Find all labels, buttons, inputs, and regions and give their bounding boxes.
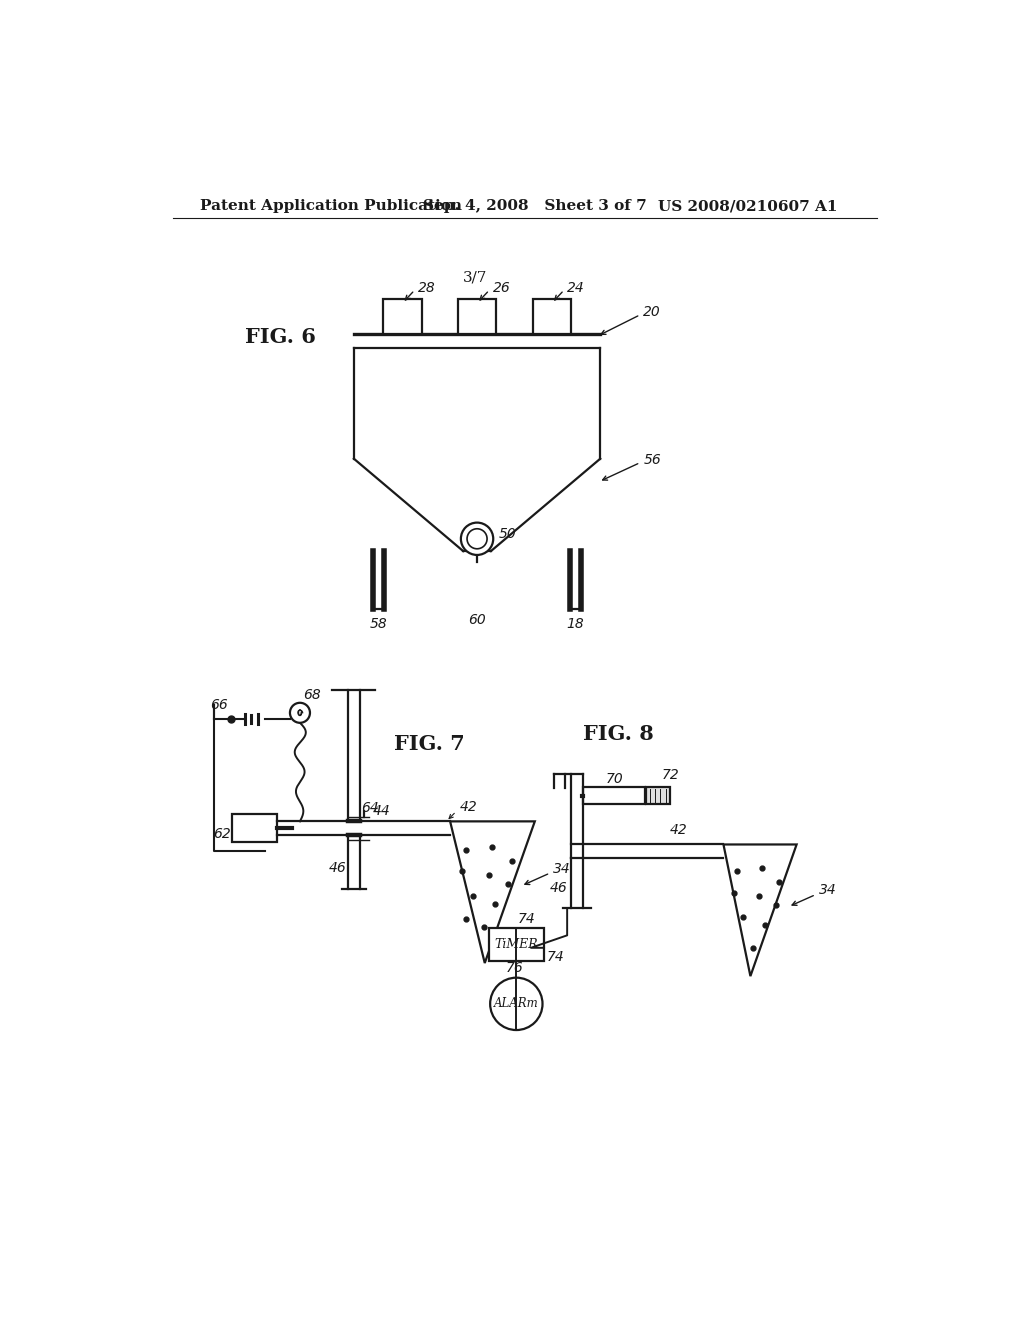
Polygon shape [724,845,797,977]
Circle shape [490,978,543,1030]
Text: 46: 46 [550,880,568,895]
Text: FIG. 6: FIG. 6 [245,327,315,347]
Bar [646,788,670,804]
Circle shape [461,523,494,554]
Text: ALARm: ALARm [494,998,539,1010]
Text: TiMER: TiMER [495,939,539,952]
Text: 28: 28 [418,281,435,294]
Text: 42: 42 [670,822,687,837]
Text: 76: 76 [506,961,523,975]
Text: 56: 56 [643,453,662,467]
Bar [584,788,645,804]
Polygon shape [451,821,535,964]
Text: Sep. 4, 2008   Sheet 3 of 7: Sep. 4, 2008 Sheet 3 of 7 [423,199,647,213]
Text: FIG. 7: FIG. 7 [394,734,465,754]
Bar [232,814,276,842]
Text: 18: 18 [566,616,585,631]
Text: 64: 64 [361,800,379,814]
Text: US 2008/0210607 A1: US 2008/0210607 A1 [658,199,838,213]
Text: 62: 62 [213,828,230,841]
Bar [383,300,422,334]
Text: 34: 34 [819,883,837,896]
Text: 72: 72 [662,768,680,783]
Text: 58: 58 [370,616,387,631]
Text: 34: 34 [553,862,570,876]
Text: 68: 68 [303,688,321,702]
Text: 46: 46 [329,861,346,875]
Text: 20: 20 [643,305,662,319]
Text: 66: 66 [210,698,227,711]
Text: 26: 26 [493,281,510,294]
Circle shape [467,529,487,549]
Text: 70: 70 [605,772,623,785]
Circle shape [290,702,310,723]
Bar [488,928,544,961]
Text: 42: 42 [460,800,477,813]
Bar [532,300,571,334]
Text: 24: 24 [567,281,585,294]
Text: 74: 74 [518,912,536,927]
Text: 44: 44 [373,804,390,817]
Text: 50: 50 [499,527,516,541]
Text: 74: 74 [547,950,564,964]
Text: 60: 60 [468,612,486,627]
Text: FIG. 8: FIG. 8 [584,725,654,744]
Text: Patent Application Publication: Patent Application Publication [200,199,462,213]
Bar [458,300,497,334]
Text: 3/7: 3/7 [463,271,487,285]
